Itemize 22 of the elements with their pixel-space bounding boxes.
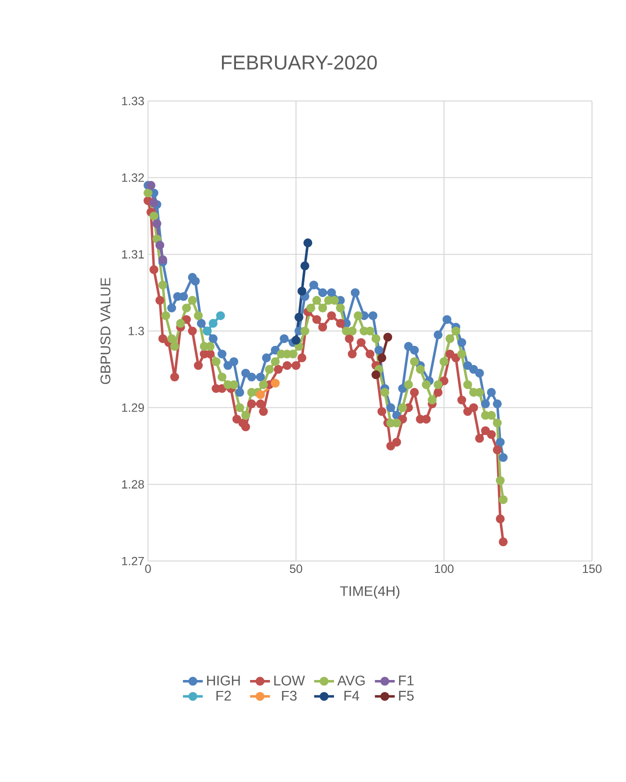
y-tick-label: 1.33 bbox=[122, 96, 144, 106]
legend-label: F5 bbox=[399, 690, 414, 701]
x-tick-label: 150 bbox=[582, 564, 602, 573]
legend-label: F4 bbox=[344, 690, 360, 700]
legend-label: AVG bbox=[337, 676, 365, 686]
legend-label: F1 bbox=[399, 676, 414, 686]
x-tick-label: 0 bbox=[145, 564, 151, 573]
y-tick-label: 1.27 bbox=[122, 556, 144, 566]
legend-label: HIGH bbox=[207, 676, 240, 686]
legend-label: F2 bbox=[216, 690, 231, 701]
x-tick-label: 50 bbox=[290, 564, 302, 573]
legend-label: F3 bbox=[282, 690, 297, 701]
y-tick-label: 1.3 bbox=[128, 326, 144, 336]
chart-title: FEBRUARY-2020 bbox=[222, 55, 377, 70]
y-tick-label: 1.32 bbox=[122, 173, 144, 182]
y-tick-label: 1.29 bbox=[122, 403, 144, 412]
legend-label: LOW bbox=[274, 676, 305, 686]
y-axis-title: GBPUSD VALUE bbox=[100, 278, 110, 384]
x-tick-label: 100 bbox=[434, 564, 454, 573]
y-tick-label: 1.28 bbox=[122, 480, 144, 489]
x-axis-title: TIME(4H) bbox=[340, 586, 400, 599]
y-tick-label: 1.31 bbox=[122, 250, 144, 259]
